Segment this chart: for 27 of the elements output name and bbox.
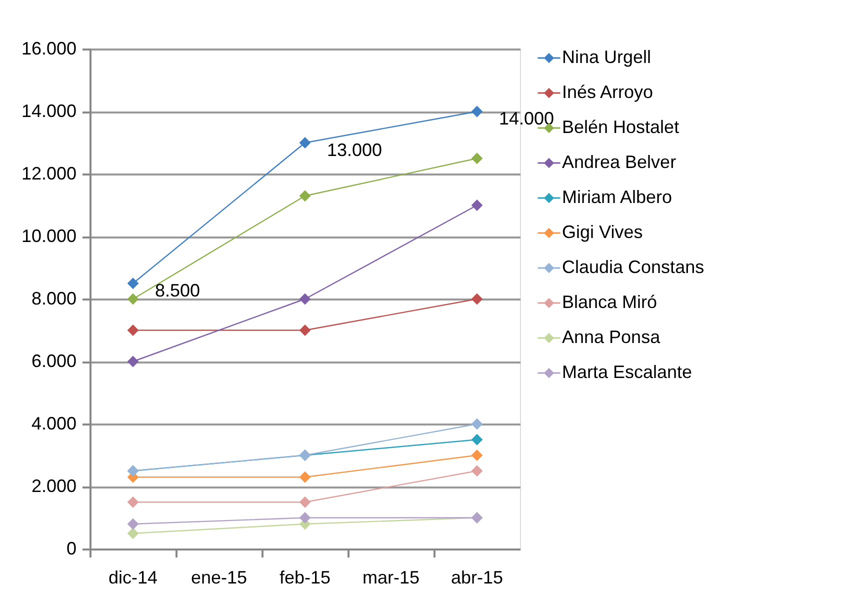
legend-label: Miriam Albero [562, 187, 672, 207]
legend-label: Nina Urgell [562, 47, 652, 67]
data-label: 13.000 [327, 140, 382, 160]
legend-label: Blanca Miró [562, 292, 658, 312]
legend-label: Andrea Belver [562, 152, 676, 172]
legend-label: Marta Escalante [562, 362, 692, 382]
y-tick-label: 2.000 [31, 476, 76, 496]
legend-label: Claudia Constans [562, 257, 704, 277]
y-tick-label: 8.000 [31, 288, 76, 308]
x-tick-label: dic-14 [108, 568, 158, 588]
x-tick-label: abr-15 [450, 568, 504, 588]
y-tick-label: 6.000 [31, 351, 76, 371]
legend-label: Anna Ponsa [562, 327, 662, 347]
y-tick-label: 0 [66, 538, 76, 558]
data-label: 14.000 [499, 108, 554, 128]
legend-label: Gigi Vives [562, 222, 643, 242]
y-tick-label: 4.000 [31, 414, 76, 434]
x-tick-label: mar-15 [362, 568, 420, 588]
x-tick-label: ene-15 [190, 568, 248, 588]
y-tick-label: 14.000 [21, 101, 76, 121]
y-tick-label: 12.000 [21, 164, 76, 184]
x-tick-label: feb-15 [279, 568, 331, 588]
legend-label: Belén Hostalet [562, 117, 680, 137]
legend-label: Inés Arroyo [562, 82, 654, 102]
y-tick-label: 10.000 [21, 226, 76, 246]
data-label: 8.500 [155, 280, 200, 300]
y-tick-label: 16.000 [21, 38, 76, 58]
